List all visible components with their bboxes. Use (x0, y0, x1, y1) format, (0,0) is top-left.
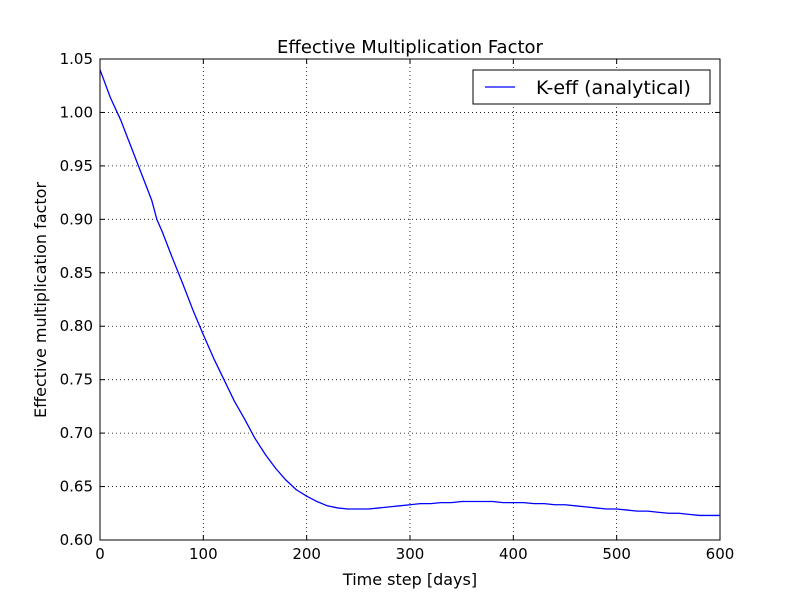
y-tick-label: 0.75 (60, 371, 93, 389)
x-tick-label: 400 (499, 545, 528, 563)
tick-label-layer: 0 100 200 300 400 500 600 0.60 0.65 0.70 0.75 0.80 0… (60, 50, 735, 563)
series-layer (99, 69, 720, 517)
tick-layer (99, 58, 721, 541)
y-tick-label: 0.90 (60, 210, 93, 228)
x-axis-label: Time step [days] (342, 570, 477, 589)
x-tick-label: 500 (602, 545, 631, 563)
y-tick-label: 0.70 (60, 424, 93, 442)
x-tick-label: 300 (396, 545, 425, 563)
x-tick-label: 100 (189, 545, 218, 563)
x-tick-label: 200 (292, 545, 321, 563)
y-tick-label: 0.60 (60, 531, 93, 549)
legend: K-eff (analytical) (472, 69, 711, 105)
y-tick-label: 0.85 (60, 264, 93, 282)
chart-title: Effective Multiplication Factor (277, 37, 544, 58)
y-tick-label: 1.05 (60, 50, 93, 68)
grid-layer (100, 59, 720, 540)
y-tick-label: 1.00 (60, 103, 93, 121)
y-tick-label: 0.65 (60, 478, 93, 496)
y-tick-label: 0.80 (60, 317, 93, 335)
x-tick-label: 600 (706, 545, 735, 563)
y-axis-label: Effective multiplication factor (31, 182, 50, 418)
y-tick-label: 0.95 (60, 157, 93, 175)
series-line-k-eff (99, 69, 720, 517)
x-tick-label: 0 (95, 545, 105, 563)
legend-label-k-eff: K-eff (analytical) (536, 77, 691, 99)
